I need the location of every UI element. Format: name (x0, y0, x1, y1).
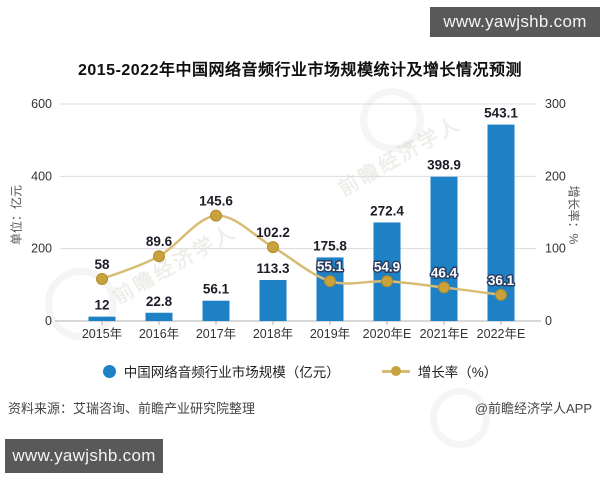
line-value-label: 55.1 (317, 259, 344, 274)
x-category-label: 2019年 (310, 327, 350, 341)
line-value-label: 54.9 (374, 259, 400, 274)
chart-legend: 中国网络音频行业市场规模（亿元） 增长率（%） (0, 361, 600, 381)
bar-value-label: 12 (94, 298, 109, 313)
left-axis-tick-label: 600 (31, 97, 52, 111)
footer-row: 资料来源：艾瑞咨询、前瞻产业研究院整理 @前瞻经济学人APP (8, 398, 592, 417)
bar (430, 176, 458, 321)
bar-value-label: 398.9 (427, 158, 461, 173)
x-category-label: 2022年E (477, 327, 526, 341)
bar-value-label: 272.4 (370, 203, 404, 218)
bar-value-label: 22.8 (146, 294, 173, 309)
bar-value-label: 113.3 (256, 261, 290, 276)
legend-line-marker-icon (390, 366, 401, 376)
site-watermark-banner-top: www.yawjshb.com (430, 7, 600, 37)
line-value-label: 36.1 (488, 273, 515, 288)
bar (145, 312, 173, 321)
right-axis-tick-label: 0 (545, 314, 552, 328)
line-value-label: 89.6 (146, 234, 173, 249)
chart-title: 2015-2022年中国网络音频行业市场规模统计及增长情况预测 (77, 62, 523, 79)
combo-chart-plot: 0 200 400 600 0 100 200 300 2015年 2016年 2017年 2018年… (31, 97, 566, 341)
line-marker (438, 281, 450, 294)
legend-line-swatch-icon (381, 366, 410, 376)
left-axis-tick-label: 400 (31, 169, 52, 183)
source-note: 资料来源：艾瑞咨询、前瞻产业研究院整理 (8, 401, 256, 416)
line-value-label: 145.6 (199, 194, 233, 209)
x-category-label: 2017年 (196, 327, 236, 341)
right-axis-tick-label: 200 (545, 169, 566, 183)
left-axis-tick-label: 200 (31, 242, 52, 256)
bar (259, 280, 287, 321)
right-axis-tick-label: 100 (545, 242, 566, 256)
growth-rate-line (101, 214, 502, 297)
x-category-label: 2018年 (253, 327, 293, 341)
bar (316, 257, 344, 321)
right-axis-tick-label: 300 (545, 97, 566, 111)
bar-value-label: 175.8 (313, 238, 347, 253)
line-marker (495, 288, 507, 301)
left-axis-tick-label: 0 (45, 314, 52, 328)
watermark-ring (45, 268, 117, 340)
line-marker (381, 275, 393, 288)
bar-value-label: 543.1 (484, 106, 518, 121)
x-category-label: 2021年E (420, 327, 469, 341)
bar-value-label: 56.1 (203, 282, 230, 297)
bar (373, 222, 401, 321)
watermark-ring (360, 88, 424, 152)
line-value-label: 102.2 (256, 225, 290, 240)
x-category-label: 2020年E (363, 327, 412, 341)
line-marker (267, 241, 279, 254)
legend-item-growth-rate: 增长率（%） (381, 361, 498, 381)
right-axis-title: 增长率：% (566, 185, 581, 245)
line-marker (210, 209, 222, 222)
legend-item-market-size: 中国网络音频行业市场规模（亿元） (102, 361, 340, 381)
x-category-label: 2015年 (82, 327, 122, 341)
line-value-label: 58 (94, 257, 110, 272)
site-watermark-banner-bottom: www.yawjshb.com (5, 439, 163, 473)
line-marker (153, 250, 165, 263)
line-marker (96, 273, 108, 286)
credit-note: @前瞻经济学人APP (474, 401, 592, 416)
legend-label-growth-rate: 增长率（%） (417, 365, 498, 380)
legend-bar-swatch-icon (102, 364, 116, 378)
line-marker (324, 275, 336, 288)
legend-label-market-size: 中国网络音频行业市场规模（亿元） (123, 365, 340, 380)
bar (202, 300, 230, 321)
line-value-label: 46.4 (431, 265, 458, 280)
watermark-ring (430, 388, 490, 448)
left-axis-title: 单位：亿元 (9, 184, 24, 246)
x-category-label: 2016年 (139, 327, 179, 341)
bar (88, 316, 116, 321)
bar (487, 124, 515, 322)
